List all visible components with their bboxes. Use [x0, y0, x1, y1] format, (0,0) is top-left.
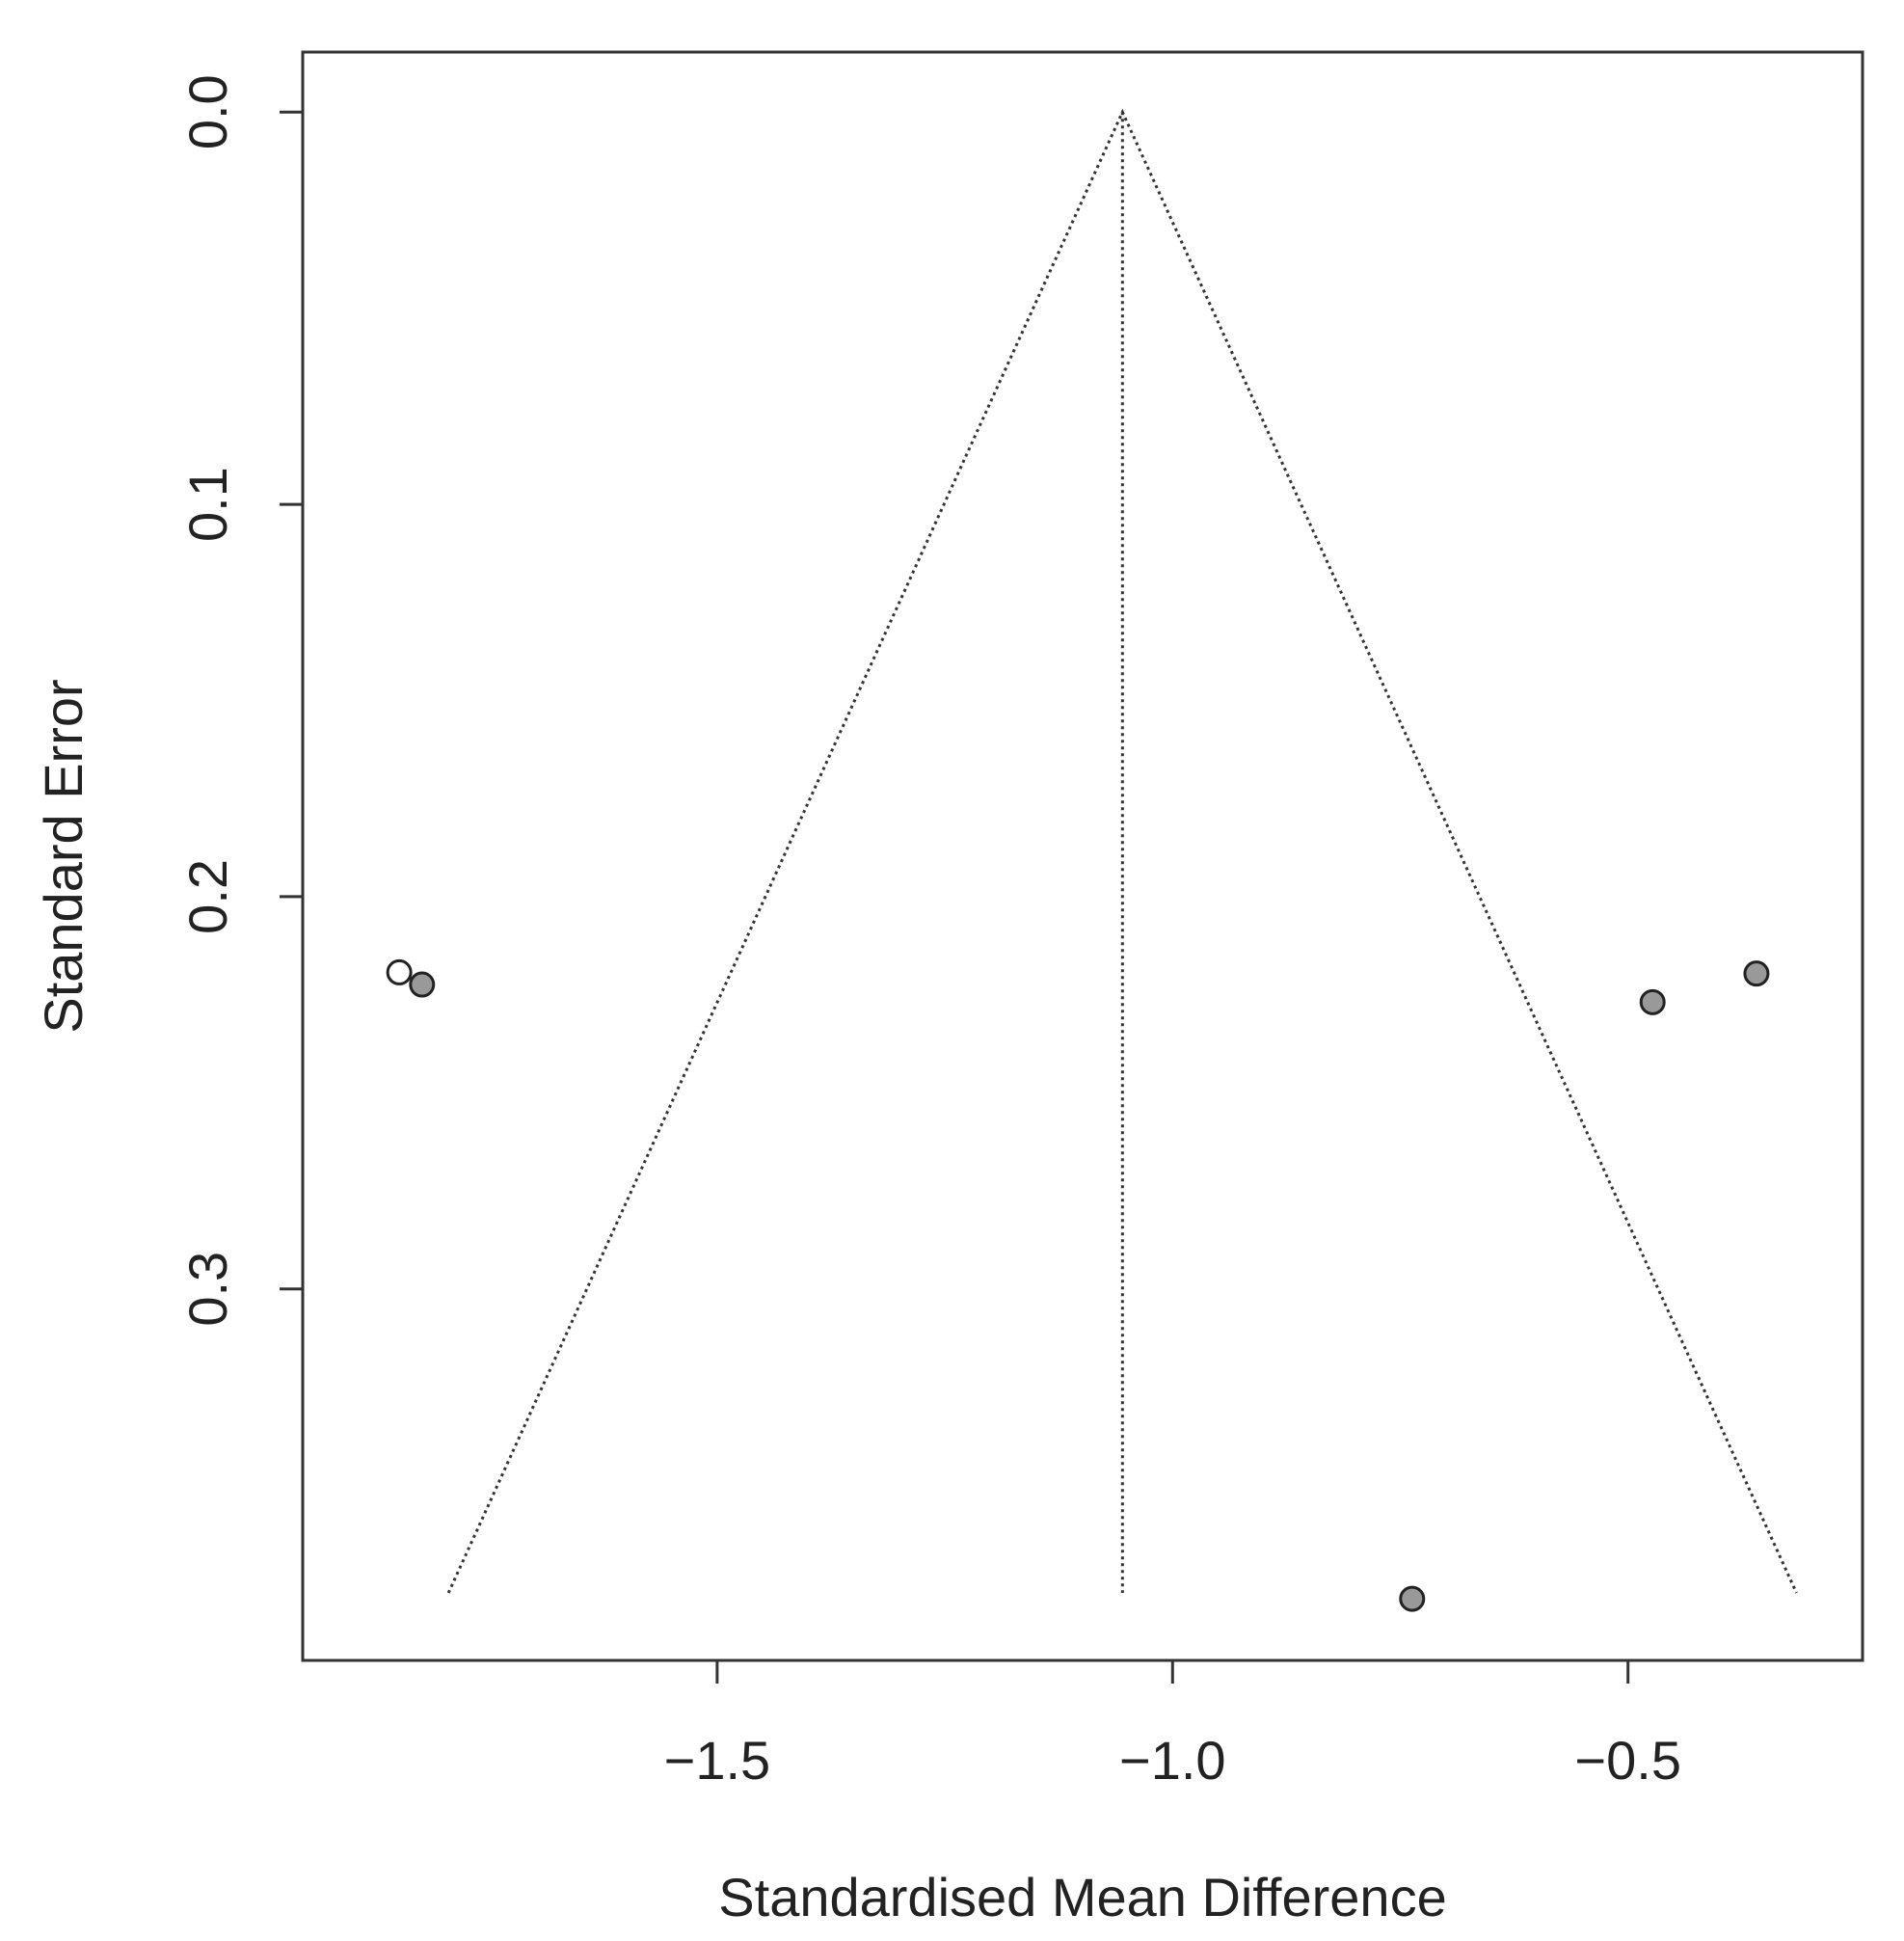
point: [1639, 988, 1666, 1015]
x-tick-label: −1.0: [1119, 1730, 1226, 1791]
y-tick-label: 0.0: [177, 74, 238, 149]
y-tick-label: 0.1: [177, 467, 238, 542]
x-axis-title: Standardised Mean Difference: [718, 1867, 1446, 1928]
x-tick-label: −0.5: [1574, 1730, 1681, 1791]
point: [1399, 1585, 1426, 1612]
y-axis-title: Standard Error: [33, 679, 94, 1033]
y-tick-label: 0.2: [177, 859, 238, 934]
point: [386, 958, 413, 985]
funnel-line: [446, 108, 1798, 1594]
x-tick-label: −1.5: [664, 1730, 771, 1791]
y-tick-label: 0.3: [177, 1252, 238, 1327]
point: [1743, 960, 1770, 987]
point: [409, 971, 436, 998]
plot-frame: [301, 50, 1864, 1662]
